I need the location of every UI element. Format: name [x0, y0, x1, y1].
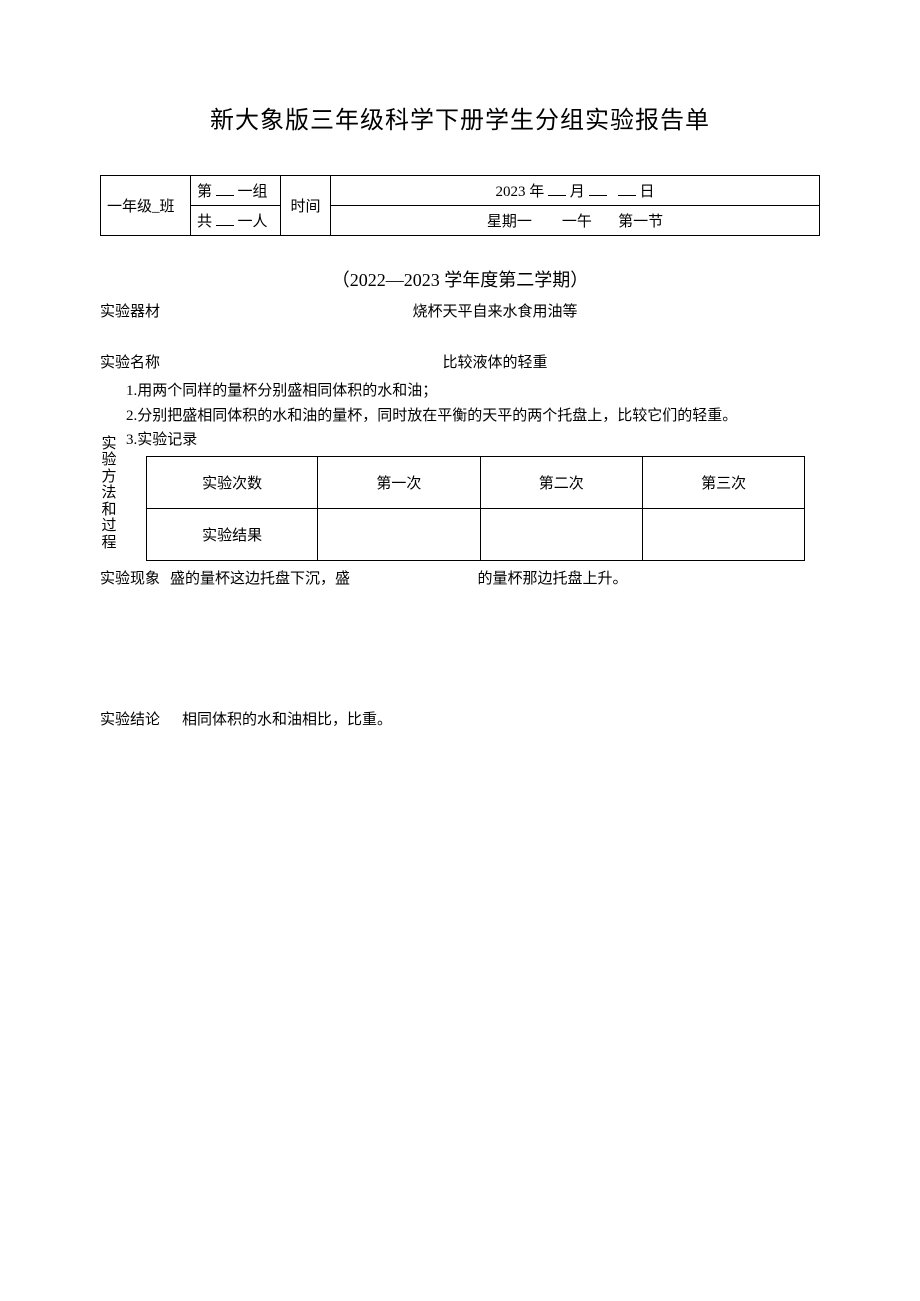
- period-section: 第一节: [618, 214, 663, 230]
- conclusion-label: 实验结论: [100, 708, 182, 729]
- date-day: 日: [640, 184, 655, 200]
- phenom-before: 盛的量杯这边托盘下沉，盛: [170, 571, 350, 587]
- group-cell: 第 一组: [191, 176, 281, 206]
- cell: 第二次: [480, 456, 642, 508]
- phenomenon-row: 实验现象 盛的量杯这边托盘下沉，盛 的量杯那边托盘上升。: [100, 567, 820, 588]
- cell: 实验结果: [147, 508, 318, 560]
- day-blank-2[interactable]: [618, 181, 636, 196]
- total-suffix: 一人: [238, 214, 268, 230]
- total-prefix: 共: [197, 214, 212, 230]
- cell[interactable]: [318, 508, 480, 560]
- page-title: 新大象版三年级科学下册学生分组实验报告单: [100, 100, 820, 135]
- method-content: 1.用两个同样的量杯分别盛相同体积的水和油； 2.分别把盛相同体积的水和油的量杯…: [118, 378, 820, 561]
- vchar: 实: [101, 436, 116, 453]
- experiment-name-value: 比较液体的轻重: [170, 351, 820, 372]
- date-year: 2023 年: [495, 184, 544, 200]
- materials-row: 实验器材 烧杯天平自来水食用油等: [100, 300, 820, 321]
- time-label: 时间: [290, 199, 320, 215]
- weekday: 星期一: [487, 214, 532, 230]
- method-block: 实 验 方 法 和 过 程 1.用两个同样的量杯分别盛相同体积的水和油； 2.分…: [100, 378, 820, 561]
- group-suffix: 一组: [238, 184, 268, 200]
- period-ampm: 一午: [562, 214, 592, 230]
- cell[interactable]: [480, 508, 642, 560]
- report-page: 新大象版三年级科学下册学生分组实验报告单 一年级_班 第 一组 时间 2023 …: [0, 0, 920, 1301]
- cell: 第一次: [318, 456, 480, 508]
- method-step: 1.用两个同样的量杯分别盛相同体积的水和油；: [126, 380, 820, 403]
- vchar: 过: [101, 518, 116, 535]
- grade-class-label: 一年级_班: [107, 199, 175, 215]
- materials-label: 实验器材: [100, 300, 170, 321]
- experiment-name-label: 实验名称: [100, 351, 170, 372]
- cell: 实验次数: [147, 456, 318, 508]
- conclusion-value: 相同体积的水和油相比，比重。: [182, 708, 820, 729]
- vchar: 验: [101, 452, 116, 469]
- experiment-name-row: 实验名称 比较液体的轻重: [100, 351, 820, 372]
- vchar: 和: [101, 502, 116, 519]
- cell[interactable]: [642, 508, 804, 560]
- method-step: 3.实验记录: [126, 429, 820, 452]
- people-blank[interactable]: [216, 211, 234, 226]
- table-row: 实验次数 第一次 第二次 第三次: [147, 456, 805, 508]
- group-prefix: 第: [197, 184, 212, 200]
- grade-class-cell: 一年级_班: [101, 176, 191, 236]
- people-cell: 共 一人: [191, 206, 281, 236]
- date-month: 月: [570, 184, 585, 200]
- time-label-cell: 时间: [281, 176, 331, 236]
- method-step: 2.分别把盛相同体积的水和油的量杯，同时放在平衡的天平的两个托盘上，比较它们的轻…: [126, 405, 820, 428]
- period-cell: 星期一 一午 第一节: [331, 206, 820, 236]
- table-row: 实验结果: [147, 508, 805, 560]
- header-table: 一年级_班 第 一组 时间 2023 年 月 日 共: [100, 175, 820, 236]
- conclusion-row: 实验结论 相同体积的水和油相比，比重。: [100, 708, 820, 729]
- day-blank-1[interactable]: [589, 181, 607, 196]
- phenom-after: 的量杯那边托盘上升。: [478, 571, 628, 587]
- semester-subtitle: （2022—2023 学年度第二学期）: [100, 266, 820, 292]
- month-blank[interactable]: [548, 181, 566, 196]
- method-vertical-label: 实 验 方 法 和 过 程: [100, 378, 118, 561]
- cell: 第三次: [642, 456, 804, 508]
- date-cell: 2023 年 月 日: [331, 176, 820, 206]
- group-blank[interactable]: [216, 181, 234, 196]
- record-table: 实验次数 第一次 第二次 第三次 实验结果: [146, 456, 805, 561]
- vchar: 方: [101, 469, 116, 486]
- phenomenon-label: 实验现象: [100, 567, 170, 588]
- vchar: 程: [101, 535, 116, 552]
- vchar: 法: [101, 485, 116, 502]
- phenomenon-content: 盛的量杯这边托盘下沉，盛 的量杯那边托盘上升。: [170, 567, 820, 588]
- materials-value: 烧杯天平自来水食用油等: [170, 300, 820, 321]
